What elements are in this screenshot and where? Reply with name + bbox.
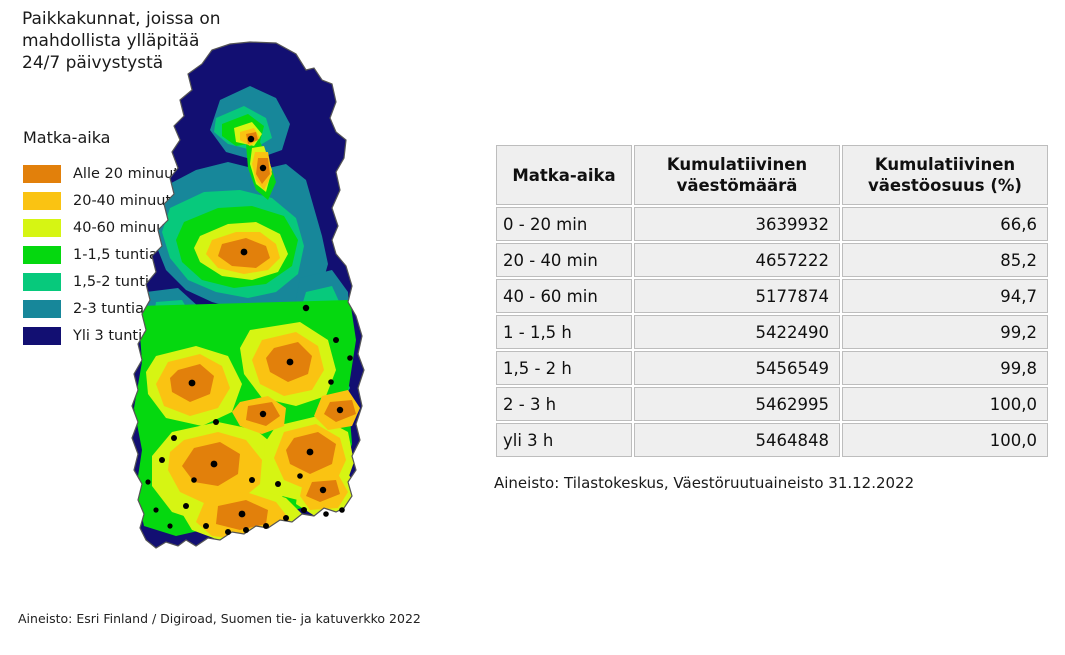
table-row: 2 - 3 h 5462995 100,0	[496, 387, 1048, 421]
table-row: 1 - 1,5 h 5422490 99,2	[496, 315, 1048, 349]
row-population: 5456549	[634, 351, 840, 385]
row-population: 5462995	[634, 387, 840, 421]
row-category: 1 - 1,5 h	[496, 315, 632, 349]
map-city-dots	[145, 135, 353, 535]
legend-item-1: 20-40 minuuttia	[23, 187, 198, 214]
header-line: Kumulatiivinen	[874, 155, 1016, 174]
finland-travel-time-map	[100, 40, 410, 605]
row-share: 66,6	[842, 207, 1048, 241]
legend-label-6: Yli 3 tuntia	[73, 327, 152, 344]
table-header-matka-aika: Matka-aika	[496, 145, 632, 205]
legend-swatch-icon-6	[23, 326, 61, 345]
page-title: Paikkakunnat, joissa on mahdollista yllä…	[22, 9, 221, 73]
row-category: 20 - 40 min	[496, 243, 632, 277]
header-line: väestöosuus (%)	[868, 176, 1022, 195]
legend-label-4: 1,5-2 tuntia	[73, 273, 158, 290]
header-line: Matka-aika	[512, 165, 616, 185]
row-category: 0 - 20 min	[496, 207, 632, 241]
row-share: 94,7	[842, 279, 1048, 313]
finland-outline	[131, 41, 365, 549]
legend-label-0: Alle 20 minuuttia	[73, 165, 198, 182]
legend-label-3: 1-1,5 tuntia	[73, 246, 158, 263]
row-share: 85,2	[842, 243, 1048, 277]
legend-item-3: 1-1,5 tuntia	[23, 241, 198, 268]
row-share: 99,2	[842, 315, 1048, 349]
legend-swatch-icon-4	[23, 272, 61, 291]
map-travel-time-bands	[132, 42, 364, 548]
legend-item-4: 1,5-2 tuntia	[23, 268, 198, 295]
table-row: 20 - 40 min 4657222 85,2	[496, 243, 1048, 277]
map-legend: Alle 20 minuuttia 20-40 minuuttia 40-60 …	[23, 160, 198, 349]
row-category: 1,5 - 2 h	[496, 351, 632, 385]
row-share: 99,8	[842, 351, 1048, 385]
table-header-vaestomaara: Kumulatiivinen väestömäärä	[634, 145, 840, 205]
legend-swatch-icon-1	[23, 191, 61, 210]
legend-title: Matka-aika	[23, 128, 111, 147]
legend-item-0: Alle 20 minuuttia	[23, 160, 198, 187]
legend-item-5: 2-3 tuntia	[23, 295, 198, 322]
table-row: 40 - 60 min 5177874 94,7	[496, 279, 1048, 313]
legend-swatch-icon-5	[23, 299, 61, 318]
row-population: 5177874	[634, 279, 840, 313]
legend-swatch-icon-3	[23, 245, 61, 264]
legend-swatch-icon-2	[23, 218, 61, 237]
row-population: 3639932	[634, 207, 840, 241]
row-population: 4657222	[634, 243, 840, 277]
table-row: yli 3 h 5464848 100,0	[496, 423, 1048, 457]
row-category: 40 - 60 min	[496, 279, 632, 313]
map-svg	[131, 41, 365, 549]
row-category: 2 - 3 h	[496, 387, 632, 421]
legend-label-5: 2-3 tuntia	[73, 300, 144, 317]
legend-label-1: 20-40 minuuttia	[73, 192, 190, 209]
table-source-note: Aineisto: Tilastokeskus, Väestöruutuaine…	[494, 474, 915, 492]
row-share: 100,0	[842, 423, 1048, 457]
row-category: yli 3 h	[496, 423, 632, 457]
row-population: 5464848	[634, 423, 840, 457]
travel-time-table: Matka-aika Kumulatiivinen väestömäärä Ku…	[494, 143, 1050, 459]
table-header-row: Matka-aika Kumulatiivinen väestömäärä Ku…	[496, 145, 1048, 205]
header-line: väestömäärä	[676, 176, 798, 195]
table-header-vaestoosuus: Kumulatiivinen väestöosuus (%)	[842, 145, 1048, 205]
map-source-note: Aineisto: Esri Finland / Digiroad, Suome…	[18, 611, 421, 626]
row-share: 100,0	[842, 387, 1048, 421]
table-row: 0 - 20 min 3639932 66,6	[496, 207, 1048, 241]
table-row: 1,5 - 2 h 5456549 99,8	[496, 351, 1048, 385]
row-population: 5422490	[634, 315, 840, 349]
legend-item-6: Yli 3 tuntia	[23, 322, 198, 349]
legend-swatch-icon-0	[23, 164, 61, 183]
header-line: Kumulatiivinen	[666, 155, 808, 174]
